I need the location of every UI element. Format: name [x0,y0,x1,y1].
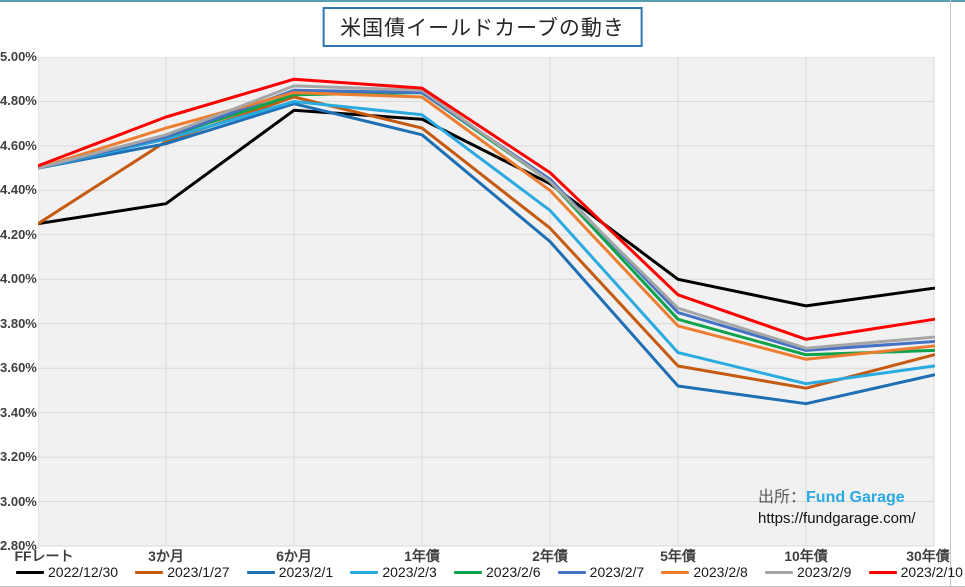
y-tick-label: 4.60% [0,137,37,153]
legend-label: 2023/2/8 [693,564,748,580]
source-attribution: 出所：Fund Garage [758,483,905,507]
plot-area [38,57,935,547]
series-line-2023-2-10 [38,77,935,341]
legend-line-swatch [135,570,164,574]
y-tick-label: 3.60% [0,360,37,376]
chart-title: 米国債イールドカーブの動き [322,7,643,47]
y-tick-label: 4.20% [0,226,37,242]
legend-item: 2023/2/1 [246,564,334,580]
legend-item: 2023/2/6 [454,564,541,580]
y-tick-label: 3.80% [0,315,37,331]
y-tick-label: 4.40% [0,182,37,198]
legend-label: 2023/2/1 [278,564,334,580]
x-tick-label: FFレート [14,548,74,564]
legend-line-swatch [661,570,690,574]
y-tick-label: 3.40% [0,404,37,420]
legend-item: 2023/2/10 [868,564,963,580]
x-tick-label: 6か月 [276,548,312,564]
legend-item: 2023/1/27 [135,564,230,580]
series-line-2023-2-8 [38,91,935,361]
x-tick-label: 10年債 [784,548,828,564]
source-label: 出所： [758,489,807,506]
legend-label: 2023/2/10 [900,564,963,580]
x-tick-label: 2年債 [532,548,568,564]
legend-label: 2023/2/7 [589,564,645,580]
top-border-line [0,0,965,2]
legend-label: 2023/1/27 [167,564,230,580]
y-tick-label: 2.80% [0,538,37,553]
legend-label: 2023/2/3 [382,564,437,580]
series-line-2023-2-9 [38,84,935,350]
legend-label: 2023/2/9 [796,564,852,580]
x-tick-label: 1年債 [404,548,440,564]
legend-item: 2023/2/9 [764,564,852,580]
y-tick-label: 4.80% [0,93,37,109]
legend-item: 2023/2/3 [350,564,437,580]
source-url: https://fundgarage.com/ [758,510,916,527]
x-tick-label: 5年債 [660,548,696,564]
legend-line-swatch [246,570,275,574]
legend-line-swatch [350,570,379,574]
right-border-line [950,0,951,587]
chart-legend: 2022/12/30 2023/1/27 2023/2/1 2023/2/3 2023/… [16,564,963,580]
legend-line-swatch [764,570,793,574]
source-brand: Fund Garage [806,489,905,506]
y-tick-label: 5.00% [0,49,37,64]
series-line-2022-12-30 [38,108,935,308]
y-tick-label: 3.00% [0,493,37,509]
legend-label: 2023/2/6 [486,564,541,580]
legend-item: 2022/12/30 [16,564,118,580]
legend-item: 2023/2/7 [557,564,645,580]
series-line-2023-2-3 [38,100,935,386]
legend-label: 2022/12/30 [48,564,119,580]
legend-line-swatch [868,570,897,574]
x-tick-label: 3か月 [148,548,184,564]
y-tick-label: 3.20% [0,449,37,465]
legend-item: 2023/2/8 [661,564,748,580]
legend-line-swatch [557,570,586,574]
y-tick-label: 4.00% [0,271,37,287]
legend-line-swatch [16,570,44,574]
x-tick-label: 30年債 [906,548,950,564]
legend-line-swatch [454,570,482,574]
series-line-2023-2-1 [38,102,935,406]
